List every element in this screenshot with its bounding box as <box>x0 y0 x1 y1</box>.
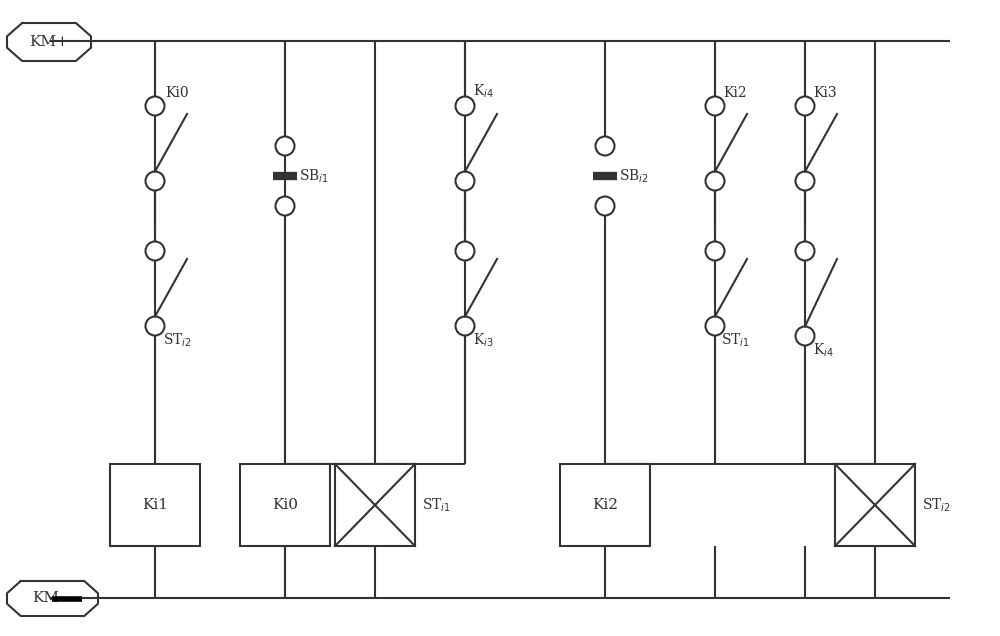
Text: SB$_{i2}$: SB$_{i2}$ <box>619 167 649 184</box>
Circle shape <box>456 172 475 191</box>
Circle shape <box>146 317 164 336</box>
Bar <box>240 464 330 546</box>
Circle shape <box>146 172 164 191</box>
Text: ST$_{i2}$: ST$_{i2}$ <box>922 496 951 514</box>
Text: KM+: KM+ <box>29 35 69 49</box>
Text: SB$_{i1}$: SB$_{i1}$ <box>299 167 329 184</box>
Text: ST$_{i2}$: ST$_{i2}$ <box>163 332 192 349</box>
Text: ST$_{i1}$: ST$_{i1}$ <box>721 332 750 349</box>
Circle shape <box>796 97 815 116</box>
Text: Ki3: Ki3 <box>813 86 837 100</box>
Text: Ki1: Ki1 <box>142 498 168 512</box>
Text: K$_{i3}$: K$_{i3}$ <box>473 332 494 349</box>
Text: K$_{i4}$: K$_{i4}$ <box>813 342 834 359</box>
Text: Ki2: Ki2 <box>723 86 747 100</box>
Text: KM−: KM− <box>33 591 72 605</box>
Text: ST$_{i1}$: ST$_{i1}$ <box>422 496 451 514</box>
Bar <box>835 464 915 546</box>
Circle shape <box>706 172 724 191</box>
Circle shape <box>596 137 614 155</box>
Text: Ki0: Ki0 <box>272 498 298 512</box>
Circle shape <box>706 242 724 261</box>
Circle shape <box>456 317 475 336</box>
Circle shape <box>596 197 614 216</box>
Circle shape <box>456 97 475 116</box>
Circle shape <box>146 97 164 116</box>
Circle shape <box>796 242 815 261</box>
Bar <box>560 464 650 546</box>
Circle shape <box>146 242 164 261</box>
Text: K$_{i4}$: K$_{i4}$ <box>473 83 494 100</box>
Circle shape <box>276 137 294 155</box>
Text: Ki2: Ki2 <box>592 498 618 512</box>
Circle shape <box>276 197 294 216</box>
Circle shape <box>706 97 724 116</box>
Circle shape <box>706 317 724 336</box>
Circle shape <box>456 242 475 261</box>
Circle shape <box>796 326 815 345</box>
Bar <box>110 464 200 546</box>
Circle shape <box>796 172 815 191</box>
Text: Ki0: Ki0 <box>165 86 189 100</box>
Bar <box>335 464 415 546</box>
